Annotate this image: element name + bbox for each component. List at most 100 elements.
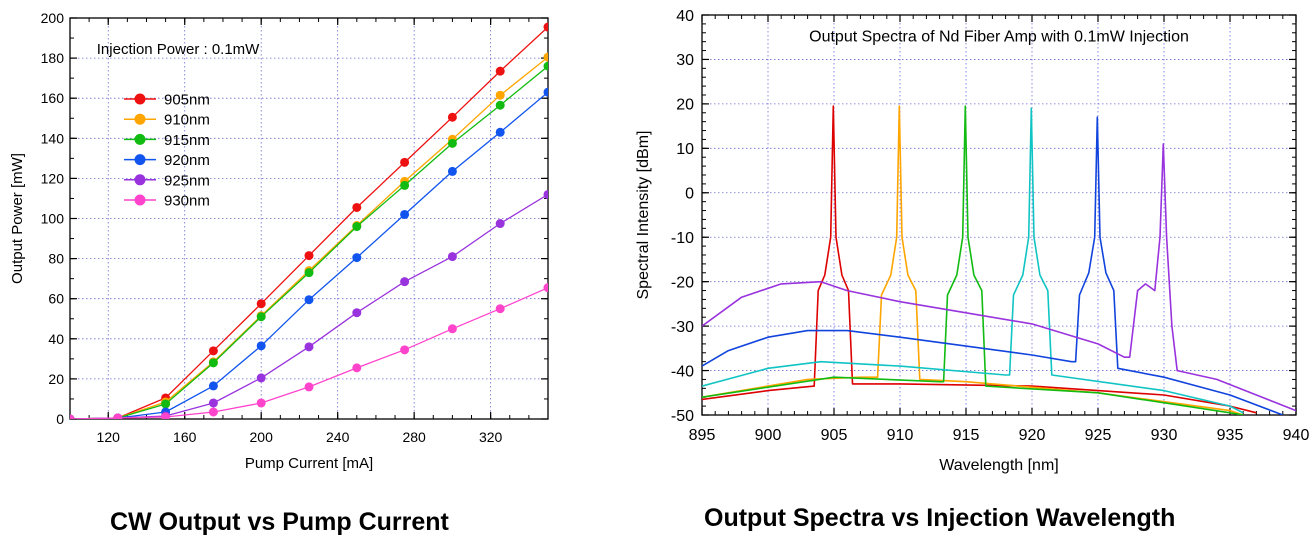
- power-marker-2: [208, 358, 218, 368]
- spectra-x-tick-label: 920: [1019, 427, 1046, 444]
- spectra-x-tick-label: 930: [1151, 427, 1178, 444]
- spectra-plot-frame: [701, 14, 1297, 416]
- power-marker-2: [304, 268, 314, 278]
- power-marker-4: [256, 373, 266, 383]
- power-legend-marker-3: [134, 154, 146, 166]
- spectra-x-tick-label: 895: [689, 427, 716, 444]
- power-y-tick-label: 20: [48, 371, 64, 387]
- spectra-y-tick-label: 0: [685, 186, 694, 203]
- spectra-x-tick-label: 940: [1283, 427, 1310, 444]
- power-marker-5: [208, 407, 218, 417]
- power-marker-2: [161, 399, 171, 409]
- power-y-tick-label: 80: [48, 251, 64, 267]
- spectra-y-tick-label: 30: [676, 52, 694, 69]
- power-marker-2: [495, 100, 505, 110]
- power-marker-4: [400, 277, 410, 287]
- spectra-x-tick-label: 925: [1085, 427, 1112, 444]
- power-chart: 120 160 200 240 280 320 0 20 40 60 80 100 120 140 160 1…: [9, 10, 549, 472]
- power-y-tick-label: 180: [41, 50, 65, 66]
- power-marker-1: [495, 90, 505, 100]
- power-marker-3: [208, 381, 218, 391]
- power-title: Injection Power : 0.1mW: [97, 41, 260, 58]
- power-marker-0: [208, 346, 218, 356]
- power-y-tick-label: 200: [41, 10, 65, 26]
- power-y-tick-label: 160: [41, 90, 65, 106]
- power-marker-5: [495, 304, 505, 314]
- power-y-tick-label: 60: [48, 291, 64, 307]
- power-marker-3: [495, 127, 505, 137]
- power-marker-3: [352, 253, 362, 263]
- power-marker-5: [352, 363, 362, 373]
- power-marker-4: [208, 398, 218, 408]
- power-marker-5: [400, 345, 410, 355]
- spectra-series-line-5: [702, 143, 1296, 412]
- power-x-tick-label: 160: [173, 429, 197, 445]
- power-x-tick-label: 120: [97, 429, 121, 445]
- power-legend-label-4: 925nm: [164, 172, 210, 189]
- power-y-tick-label: 40: [48, 331, 64, 347]
- power-marker-1: [543, 52, 548, 62]
- power-marker-2: [400, 180, 410, 190]
- power-marker-4: [447, 252, 457, 262]
- spectra-y-tick-label: -40: [671, 363, 694, 380]
- spectra-chart: 895 900 905 910 915 920 925 930 935 940 -50 -40 -30 -…: [635, 8, 1309, 474]
- power-x-tick-label: 320: [479, 429, 503, 445]
- power-marker-4: [495, 219, 505, 229]
- power-marker-0: [256, 299, 266, 309]
- power-marker-5: [161, 412, 171, 419]
- power-series-line-5: [70, 287, 548, 419]
- power-marker-2: [256, 312, 266, 322]
- power-marker-3: [400, 209, 410, 219]
- caption-right: Output Spectra vs Injection Wavelength: [704, 504, 1176, 532]
- power-y-tick-label: 140: [41, 130, 65, 146]
- spectra-x-tick-label: 900: [755, 427, 782, 444]
- power-marker-4: [304, 342, 314, 352]
- power-legend-marker-5: [134, 194, 146, 206]
- spectra-series-line-2: [702, 105, 1244, 415]
- power-legend-label-0: 905nm: [164, 92, 210, 109]
- power-y-tick-label: 120: [41, 170, 65, 186]
- power-marker-0: [447, 112, 457, 122]
- power-marker-5: [304, 382, 314, 392]
- power-legend-marker-4: [134, 174, 146, 186]
- power-marker-0: [400, 157, 410, 167]
- power-series-group: [70, 22, 548, 419]
- spectra-y-tick-label: 10: [676, 141, 694, 158]
- power-marker-0: [304, 251, 314, 261]
- spectra-series-line-0: [702, 105, 1257, 414]
- power-legend-label-2: 915nm: [164, 132, 210, 149]
- spectra-title: Output Spectra of Nd Fiber Amp with 0.1m…: [809, 29, 1189, 46]
- power-marker-2: [447, 138, 457, 148]
- power-marker-5: [70, 414, 75, 419]
- spectra-series-line-4: [702, 116, 1284, 415]
- power-marker-0: [543, 22, 548, 32]
- spectra-y-tick-label: 40: [676, 8, 694, 25]
- power-legend-marker-1: [134, 113, 146, 125]
- power-x-axis-label: Pump Current [mA]: [245, 455, 373, 472]
- spectra-y-tick-label: -50: [671, 408, 694, 425]
- spectra-x-tick-label: 910: [887, 427, 914, 444]
- power-y-tick-label: 0: [56, 411, 64, 427]
- spectra-series-group: [702, 105, 1296, 415]
- power-marker-5: [543, 283, 548, 293]
- power-legend-marker-2: [134, 133, 146, 145]
- power-series-line-0: [70, 26, 548, 419]
- power-legend-label-3: 920nm: [164, 152, 210, 169]
- caption-left: CW Output vs Pump Current: [110, 508, 449, 536]
- power-marker-3: [256, 341, 266, 351]
- power-legend-label-5: 930nm: [164, 193, 210, 210]
- spectra-y-tick-label: -20: [671, 274, 694, 291]
- spectra-y-axis-label: Spectral Intensity [dBm]: [635, 131, 652, 300]
- spectra-y-tick-label: -30: [671, 319, 694, 336]
- spectra-y-tick-label: 20: [676, 97, 694, 114]
- power-marker-2: [543, 61, 548, 71]
- spectra-x-tick-label: 915: [953, 427, 980, 444]
- spectra-x-tick-label: 905: [821, 427, 848, 444]
- power-legend-marker-0: [134, 93, 146, 105]
- power-marker-3: [447, 166, 457, 176]
- power-marker-3: [304, 295, 314, 305]
- power-legend-label-1: 910nm: [164, 112, 210, 129]
- spectra-series-line-3: [702, 107, 1244, 414]
